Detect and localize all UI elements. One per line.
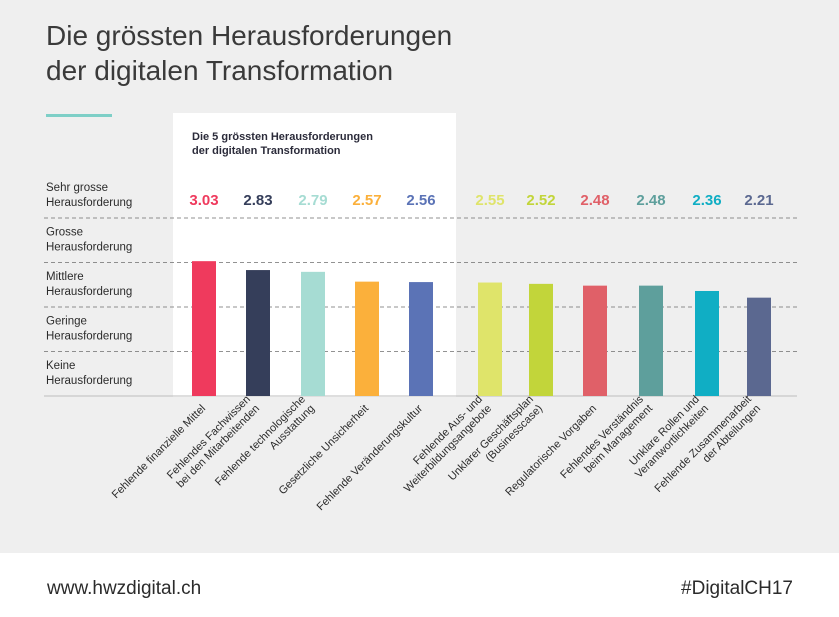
y-level-label: Mittlere Herausforderung <box>46 271 132 298</box>
data-label: 2.48 <box>636 192 665 209</box>
data-label: 2.21 <box>744 192 773 209</box>
data-label: 2.55 <box>475 192 504 209</box>
y-level-label: Geringe Herausforderung <box>46 316 132 343</box>
bar <box>478 282 502 396</box>
bar <box>583 285 607 396</box>
footer-url[interactable]: www.hwzdigital.ch <box>47 578 202 599</box>
bar <box>695 290 719 396</box>
bar <box>355 281 379 396</box>
data-label: 2.56 <box>406 192 435 209</box>
footer-hashtag: #DigitalCH17 <box>681 578 793 599</box>
data-label: 2.48 <box>580 192 609 209</box>
y-level-label: Grosse Herausforderung <box>46 227 132 254</box>
bar <box>529 283 553 396</box>
data-label: 3.03 <box>189 192 218 209</box>
footer <box>0 553 839 617</box>
bar <box>301 271 325 396</box>
page-title: Die grössten Herausforderungen der digit… <box>46 20 453 86</box>
data-label: 2.57 <box>352 192 381 209</box>
highlight-box-label: Die 5 grössten Herausforderungen der digi… <box>192 131 373 157</box>
y-level-label: Sehr grosse Herausforderung <box>46 182 132 209</box>
bar <box>747 297 771 396</box>
x-tick-label: Fehlendes Fachwissenbei den Mitarbeitend… <box>165 393 262 490</box>
y-level-label: Keine Herausforderung <box>46 360 132 387</box>
data-label: 2.36 <box>692 192 721 209</box>
x-tick-label: Fehlende Veränderungskultur <box>315 402 426 513</box>
title-underline <box>46 114 112 117</box>
bar <box>639 285 663 396</box>
bar-chart: Die 5 grössten Herausforderungen der digi… <box>44 113 797 513</box>
bar <box>246 270 270 396</box>
bar <box>192 261 216 396</box>
data-label: 2.52 <box>526 192 555 209</box>
data-label: 2.79 <box>298 192 327 209</box>
data-label: 2.83 <box>243 192 272 209</box>
bar <box>409 282 433 396</box>
